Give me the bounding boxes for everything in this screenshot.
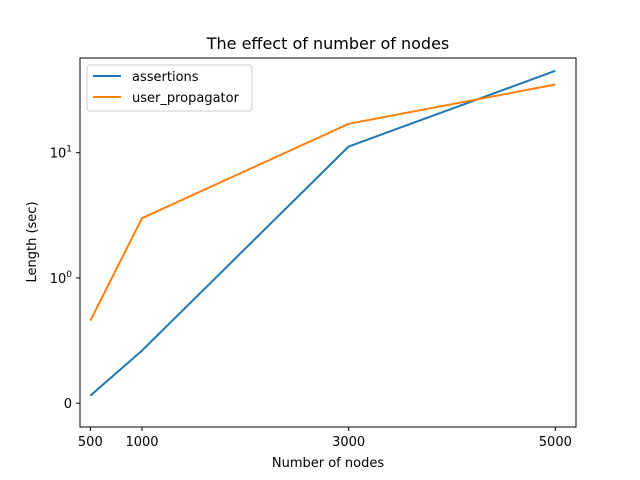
series-layer: [89, 69, 556, 397]
series-line-user-propagator: [89, 83, 556, 321]
y-tick-label-base: 10: [50, 272, 67, 287]
legend-box: [86, 64, 253, 112]
plot-area-frame: [79, 57, 577, 428]
x-axis-label: Number of nodes: [272, 456, 384, 471]
y-tick-label-exponent: 1: [66, 145, 72, 155]
legend-label: user_propagator: [132, 91, 240, 106]
y-tick-label: 0: [64, 397, 72, 412]
y-tick-label-base: 0: [64, 397, 72, 412]
y-tick-label: 101: [50, 145, 72, 162]
y-tick-label-base: 10: [50, 147, 67, 162]
x-tick-label: 3000: [332, 435, 365, 450]
y-tick-label: 100: [50, 270, 73, 287]
x-tick-label: 1000: [125, 435, 158, 450]
chart-title: The effect of number of nodes: [206, 34, 450, 53]
legend-label: assertions: [132, 70, 199, 85]
legend: assertions user_propagator: [86, 64, 253, 112]
x-tick-label: 5000: [539, 435, 572, 450]
x-axis-ticks: 500 1000 3000 5000: [78, 427, 572, 450]
y-axis-label: Length (sec): [25, 201, 40, 282]
x-tick-label: 500: [78, 435, 103, 450]
series-line-assertions: [89, 69, 556, 397]
y-tick-label-exponent: 0: [66, 270, 72, 280]
